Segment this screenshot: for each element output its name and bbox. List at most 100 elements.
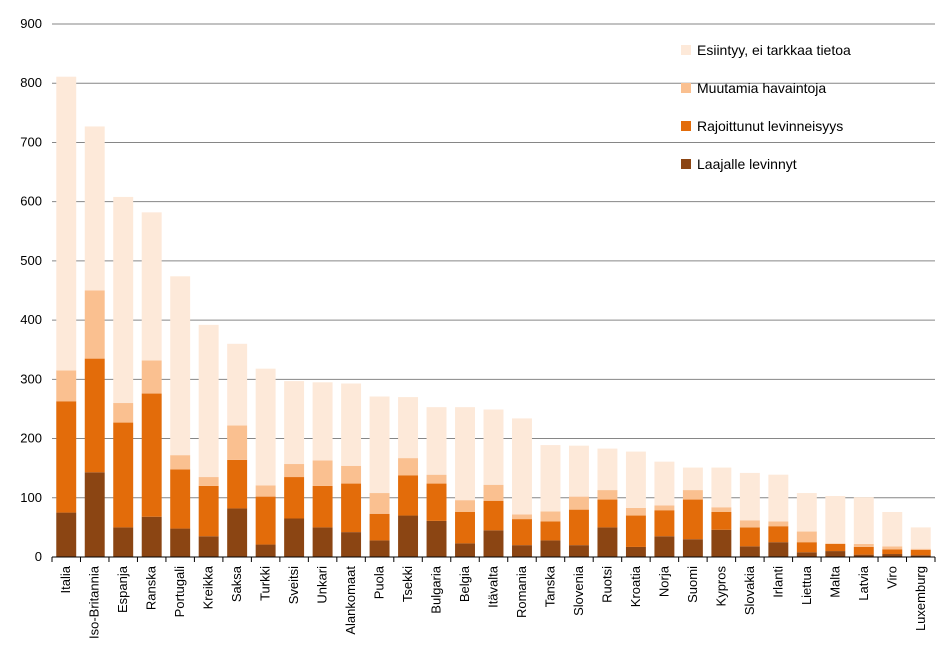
bar-Kreikka-series-0 bbox=[198, 536, 219, 557]
bar-Slovenia-series-3 bbox=[568, 445, 589, 497]
bar-Tanska-series-2 bbox=[540, 511, 561, 522]
bar-Sveitsi-series-2 bbox=[284, 464, 305, 478]
bar-Suomi-series-2 bbox=[682, 490, 703, 500]
bar-Itävalta-series-0 bbox=[483, 530, 504, 557]
bar-Tsekki-series-1 bbox=[398, 475, 419, 516]
x-category-label: Liettua bbox=[799, 565, 814, 605]
bar-Slovakia-series-1 bbox=[739, 527, 760, 547]
bar-Irlanti-series-2 bbox=[768, 521, 789, 527]
bar-Latvia-series-2 bbox=[853, 543, 874, 547]
bar-Bulgaria-series-0 bbox=[426, 520, 447, 557]
bar-Itävalta-series-3 bbox=[483, 409, 504, 485]
bar-Puola-series-1 bbox=[369, 513, 390, 541]
x-category-label: Malta bbox=[827, 565, 842, 598]
bar-Alankomaat-series-1 bbox=[341, 483, 362, 533]
x-category-label: Iso-Britannia bbox=[87, 565, 102, 639]
bar-Kroatia-series-1 bbox=[625, 515, 646, 547]
bar-Kreikka-series-2 bbox=[198, 477, 219, 486]
bar-Liettua-series-0 bbox=[796, 552, 817, 557]
x-category-label: Tanska bbox=[542, 565, 557, 607]
legend-entry-label: Laajalle levinnyt bbox=[697, 156, 797, 172]
bar-Kypros-series-0 bbox=[711, 529, 732, 557]
bar-Saksa-series-1 bbox=[227, 459, 248, 509]
x-category-label: Puola bbox=[372, 565, 387, 599]
x-category-label: Irlanti bbox=[770, 566, 785, 598]
bar-Kroatia-series-0 bbox=[625, 546, 646, 557]
bar-Italia-series-0 bbox=[56, 512, 77, 557]
bar-Saksa-series-0 bbox=[227, 508, 248, 557]
bar-Liettua-series-1 bbox=[796, 542, 817, 553]
bar-Viro-series-2 bbox=[882, 546, 903, 550]
x-category-label: Espanja bbox=[115, 565, 130, 613]
legend-entry-label: Esiintyy, ei tarkkaa tietoa bbox=[697, 42, 851, 58]
bar-Tsekki-series-2 bbox=[398, 458, 419, 476]
legend-swatch bbox=[681, 121, 691, 131]
bar-Latvia-series-0 bbox=[853, 554, 874, 557]
bar-Portugali-series-0 bbox=[170, 528, 191, 557]
bar-Turkki-series-0 bbox=[255, 544, 276, 557]
x-category-label: Bulgaria bbox=[429, 565, 444, 613]
bar-Irlanti-series-0 bbox=[768, 542, 789, 557]
bar-Slovakia-series-0 bbox=[739, 546, 760, 557]
bar-Itävalta-series-2 bbox=[483, 484, 504, 501]
bar-Saksa-series-2 bbox=[227, 425, 248, 460]
bar-Slovenia-series-0 bbox=[568, 545, 589, 557]
bar-Latvia-series-1 bbox=[853, 546, 874, 555]
bar-Iso-Britannia-series-2 bbox=[84, 290, 105, 359]
y-tick-label: 0 bbox=[35, 549, 42, 564]
bar-Portugali-series-2 bbox=[170, 455, 191, 470]
x-category-label: Sveitsi bbox=[286, 566, 301, 604]
bar-Kypros-series-2 bbox=[711, 507, 732, 512]
x-category-label: Ruotsi bbox=[599, 566, 614, 603]
bar-Luxemburg-series-3 bbox=[910, 527, 931, 549]
bar-Puola-series-3 bbox=[369, 396, 390, 494]
bar-Turkki-series-1 bbox=[255, 496, 276, 545]
bar-Unkari-series-1 bbox=[312, 485, 333, 528]
bar-Ranska-series-1 bbox=[141, 393, 162, 517]
legend-swatch bbox=[681, 45, 691, 55]
bar-Romania-series-0 bbox=[512, 545, 532, 557]
x-category-label: Itävalta bbox=[486, 565, 501, 608]
x-category-label: Suomi bbox=[685, 566, 700, 603]
x-category-label: Norja bbox=[656, 565, 671, 597]
bar-Belgia-series-0 bbox=[455, 543, 475, 557]
legend: Esiintyy, ei tarkkaa tietoa Muutamia hava… bbox=[681, 42, 851, 172]
bar-Viro-series-1 bbox=[882, 549, 903, 555]
bar-Ruotsi-series-2 bbox=[597, 490, 618, 500]
bar-Suomi-series-1 bbox=[682, 499, 703, 540]
bar-Itävalta-series-1 bbox=[483, 500, 504, 531]
y-tick-label: 300 bbox=[20, 371, 42, 386]
x-category-label: Kreikka bbox=[201, 565, 216, 609]
y-axis-tick-labels: 0 100 200 300 400 500 600 700 800 900 bbox=[20, 16, 42, 564]
bar-Belgia-series-1 bbox=[455, 511, 475, 544]
bar-Espanja-series-1 bbox=[113, 422, 134, 528]
legend-swatch bbox=[681, 159, 691, 169]
x-category-label: Alankomaat bbox=[343, 566, 358, 635]
bar-Bulgaria-series-3 bbox=[426, 407, 447, 475]
x-category-label: Tsekki bbox=[400, 566, 415, 602]
bar-Romania-series-1 bbox=[512, 519, 532, 546]
bar-Slovenia-series-1 bbox=[568, 509, 589, 546]
x-axis-category-labels: Italia Iso-Britannia Espanja Ranska Portugal… bbox=[58, 565, 928, 639]
bar-Tsekki-series-0 bbox=[398, 515, 419, 557]
bar-Tanska-series-3 bbox=[540, 445, 561, 512]
bar-Kroatia-series-2 bbox=[625, 507, 646, 516]
x-category-label: Slovenia bbox=[571, 565, 586, 616]
bar-Tanska-series-1 bbox=[540, 521, 561, 541]
bar-Alankomaat-series-3 bbox=[341, 383, 362, 466]
x-category-label: Luxemburg bbox=[913, 566, 928, 631]
bar-Portugali-series-3 bbox=[170, 276, 191, 456]
bar-Slovakia-series-3 bbox=[739, 472, 760, 521]
bar-Espanja-series-2 bbox=[113, 403, 134, 423]
bar-Romania-series-3 bbox=[512, 418, 532, 515]
bar-Kroatia-series-3 bbox=[625, 451, 646, 508]
bar-Kreikka-series-3 bbox=[198, 324, 219, 478]
bar-Norja-series-3 bbox=[654, 461, 675, 506]
bar-Espanja-series-0 bbox=[113, 527, 134, 557]
bar-Puola-series-0 bbox=[369, 540, 390, 557]
x-category-label: Saksa bbox=[229, 565, 244, 602]
bar-Viro-series-3 bbox=[882, 511, 903, 547]
bar-Suomi-series-3 bbox=[682, 467, 703, 491]
bar-Italia-series-1 bbox=[56, 401, 77, 513]
